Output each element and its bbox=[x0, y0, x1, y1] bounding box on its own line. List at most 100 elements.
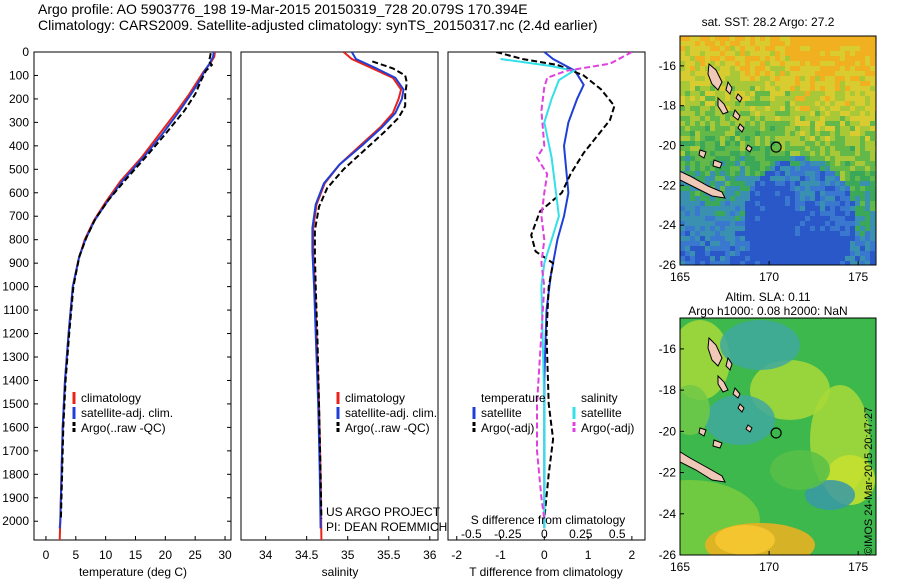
sst-cell bbox=[795, 151, 801, 157]
sst-cell bbox=[795, 86, 801, 92]
sst-cell bbox=[735, 241, 741, 247]
sst-cell bbox=[800, 56, 806, 62]
sst-cell bbox=[830, 226, 836, 232]
sst-cell bbox=[705, 136, 711, 142]
sst-cell bbox=[770, 56, 776, 62]
sst-cell bbox=[870, 141, 876, 147]
sst-cell bbox=[840, 66, 846, 72]
sst-cell bbox=[790, 71, 796, 77]
sst-cell bbox=[850, 56, 856, 62]
sst-cell bbox=[745, 86, 751, 92]
sst-cell bbox=[785, 36, 791, 42]
sst-cell bbox=[835, 136, 841, 142]
sst-cell bbox=[815, 196, 821, 202]
sst-cell bbox=[870, 131, 876, 137]
sst-cell bbox=[780, 261, 786, 265]
sst-cell bbox=[810, 181, 816, 187]
t-diff-tick-label: -2 bbox=[451, 548, 462, 562]
sst-cell bbox=[805, 121, 811, 127]
sst-cell bbox=[750, 161, 756, 167]
sst-cell bbox=[775, 36, 781, 42]
sst-cell bbox=[870, 91, 876, 97]
sst-cell bbox=[865, 56, 871, 62]
sst-cell bbox=[825, 256, 831, 262]
sst-cell bbox=[715, 181, 721, 187]
sst-cell bbox=[790, 166, 796, 172]
sst-cell bbox=[700, 206, 706, 212]
sst-cell bbox=[775, 101, 781, 107]
sst-cell bbox=[690, 51, 696, 57]
sst-cell bbox=[865, 246, 871, 252]
sst-cell bbox=[695, 176, 701, 182]
sst-cell bbox=[805, 36, 811, 42]
sst-cell bbox=[850, 256, 856, 262]
sst-cell bbox=[855, 201, 861, 207]
sst-cell bbox=[725, 116, 731, 122]
sst-cell bbox=[730, 111, 736, 117]
sst-cell bbox=[780, 76, 786, 82]
sst-cell bbox=[835, 91, 841, 97]
sst-cell bbox=[695, 196, 701, 202]
sst-cell bbox=[805, 246, 811, 252]
sst-cell bbox=[795, 206, 801, 212]
sst-cell bbox=[790, 116, 796, 122]
sst-cell bbox=[740, 241, 746, 247]
sst-cell bbox=[730, 171, 736, 177]
sst-cell bbox=[750, 136, 756, 142]
sst-cell bbox=[845, 76, 851, 82]
sst-cell bbox=[870, 196, 876, 202]
sst-cell bbox=[810, 116, 816, 122]
sst-cell bbox=[680, 66, 686, 72]
sst-cell bbox=[825, 126, 831, 132]
sst-cell bbox=[765, 136, 771, 142]
sst-cell bbox=[690, 56, 696, 62]
sst-cell bbox=[830, 191, 836, 197]
sst-cell bbox=[725, 181, 731, 187]
sst-cell bbox=[715, 201, 721, 207]
sst-cell bbox=[735, 216, 741, 222]
sst-cell bbox=[765, 76, 771, 82]
sst-cell bbox=[830, 96, 836, 102]
sst-cell bbox=[725, 56, 731, 62]
depth-tick-label: 1700 bbox=[2, 444, 29, 458]
sst-cell bbox=[820, 66, 826, 72]
sst-cell bbox=[805, 231, 811, 237]
salinity-tick-label: 34 bbox=[259, 548, 273, 562]
sst-cell bbox=[775, 71, 781, 77]
sst-cell bbox=[765, 206, 771, 212]
sst-cell bbox=[775, 161, 781, 167]
sst-cell bbox=[790, 206, 796, 212]
sst-cell bbox=[770, 241, 776, 247]
sst-cell bbox=[760, 196, 766, 202]
sst-cell bbox=[695, 246, 701, 252]
sst-cell bbox=[765, 141, 771, 147]
sst-cell bbox=[795, 231, 801, 237]
sst-cell bbox=[830, 231, 836, 237]
sst-cell bbox=[700, 166, 706, 172]
sst-cell bbox=[760, 76, 766, 82]
sst-cell bbox=[770, 211, 776, 217]
sst-cell bbox=[745, 76, 751, 82]
sst-cell bbox=[790, 36, 796, 42]
sst-cell bbox=[770, 116, 776, 122]
sst-cell bbox=[725, 111, 731, 117]
sst-cell bbox=[870, 56, 876, 62]
sst-cell bbox=[805, 46, 811, 52]
sst-cell bbox=[705, 261, 711, 265]
sst-cell bbox=[850, 71, 856, 77]
sst-cell bbox=[810, 101, 816, 107]
sst-cell bbox=[790, 96, 796, 102]
sst-cell bbox=[775, 181, 781, 187]
sst-cell bbox=[845, 211, 851, 217]
sst-cell bbox=[775, 191, 781, 197]
sst-cell bbox=[685, 251, 691, 257]
sst-cell bbox=[800, 241, 806, 247]
sst-cell bbox=[760, 131, 766, 137]
sst-cell bbox=[790, 131, 796, 137]
sst-cell bbox=[790, 176, 796, 182]
sst-cell bbox=[800, 231, 806, 237]
sst-cell bbox=[725, 226, 731, 232]
sst-cell bbox=[745, 191, 751, 197]
sst-cell bbox=[755, 166, 761, 172]
sst-cell bbox=[860, 66, 866, 72]
